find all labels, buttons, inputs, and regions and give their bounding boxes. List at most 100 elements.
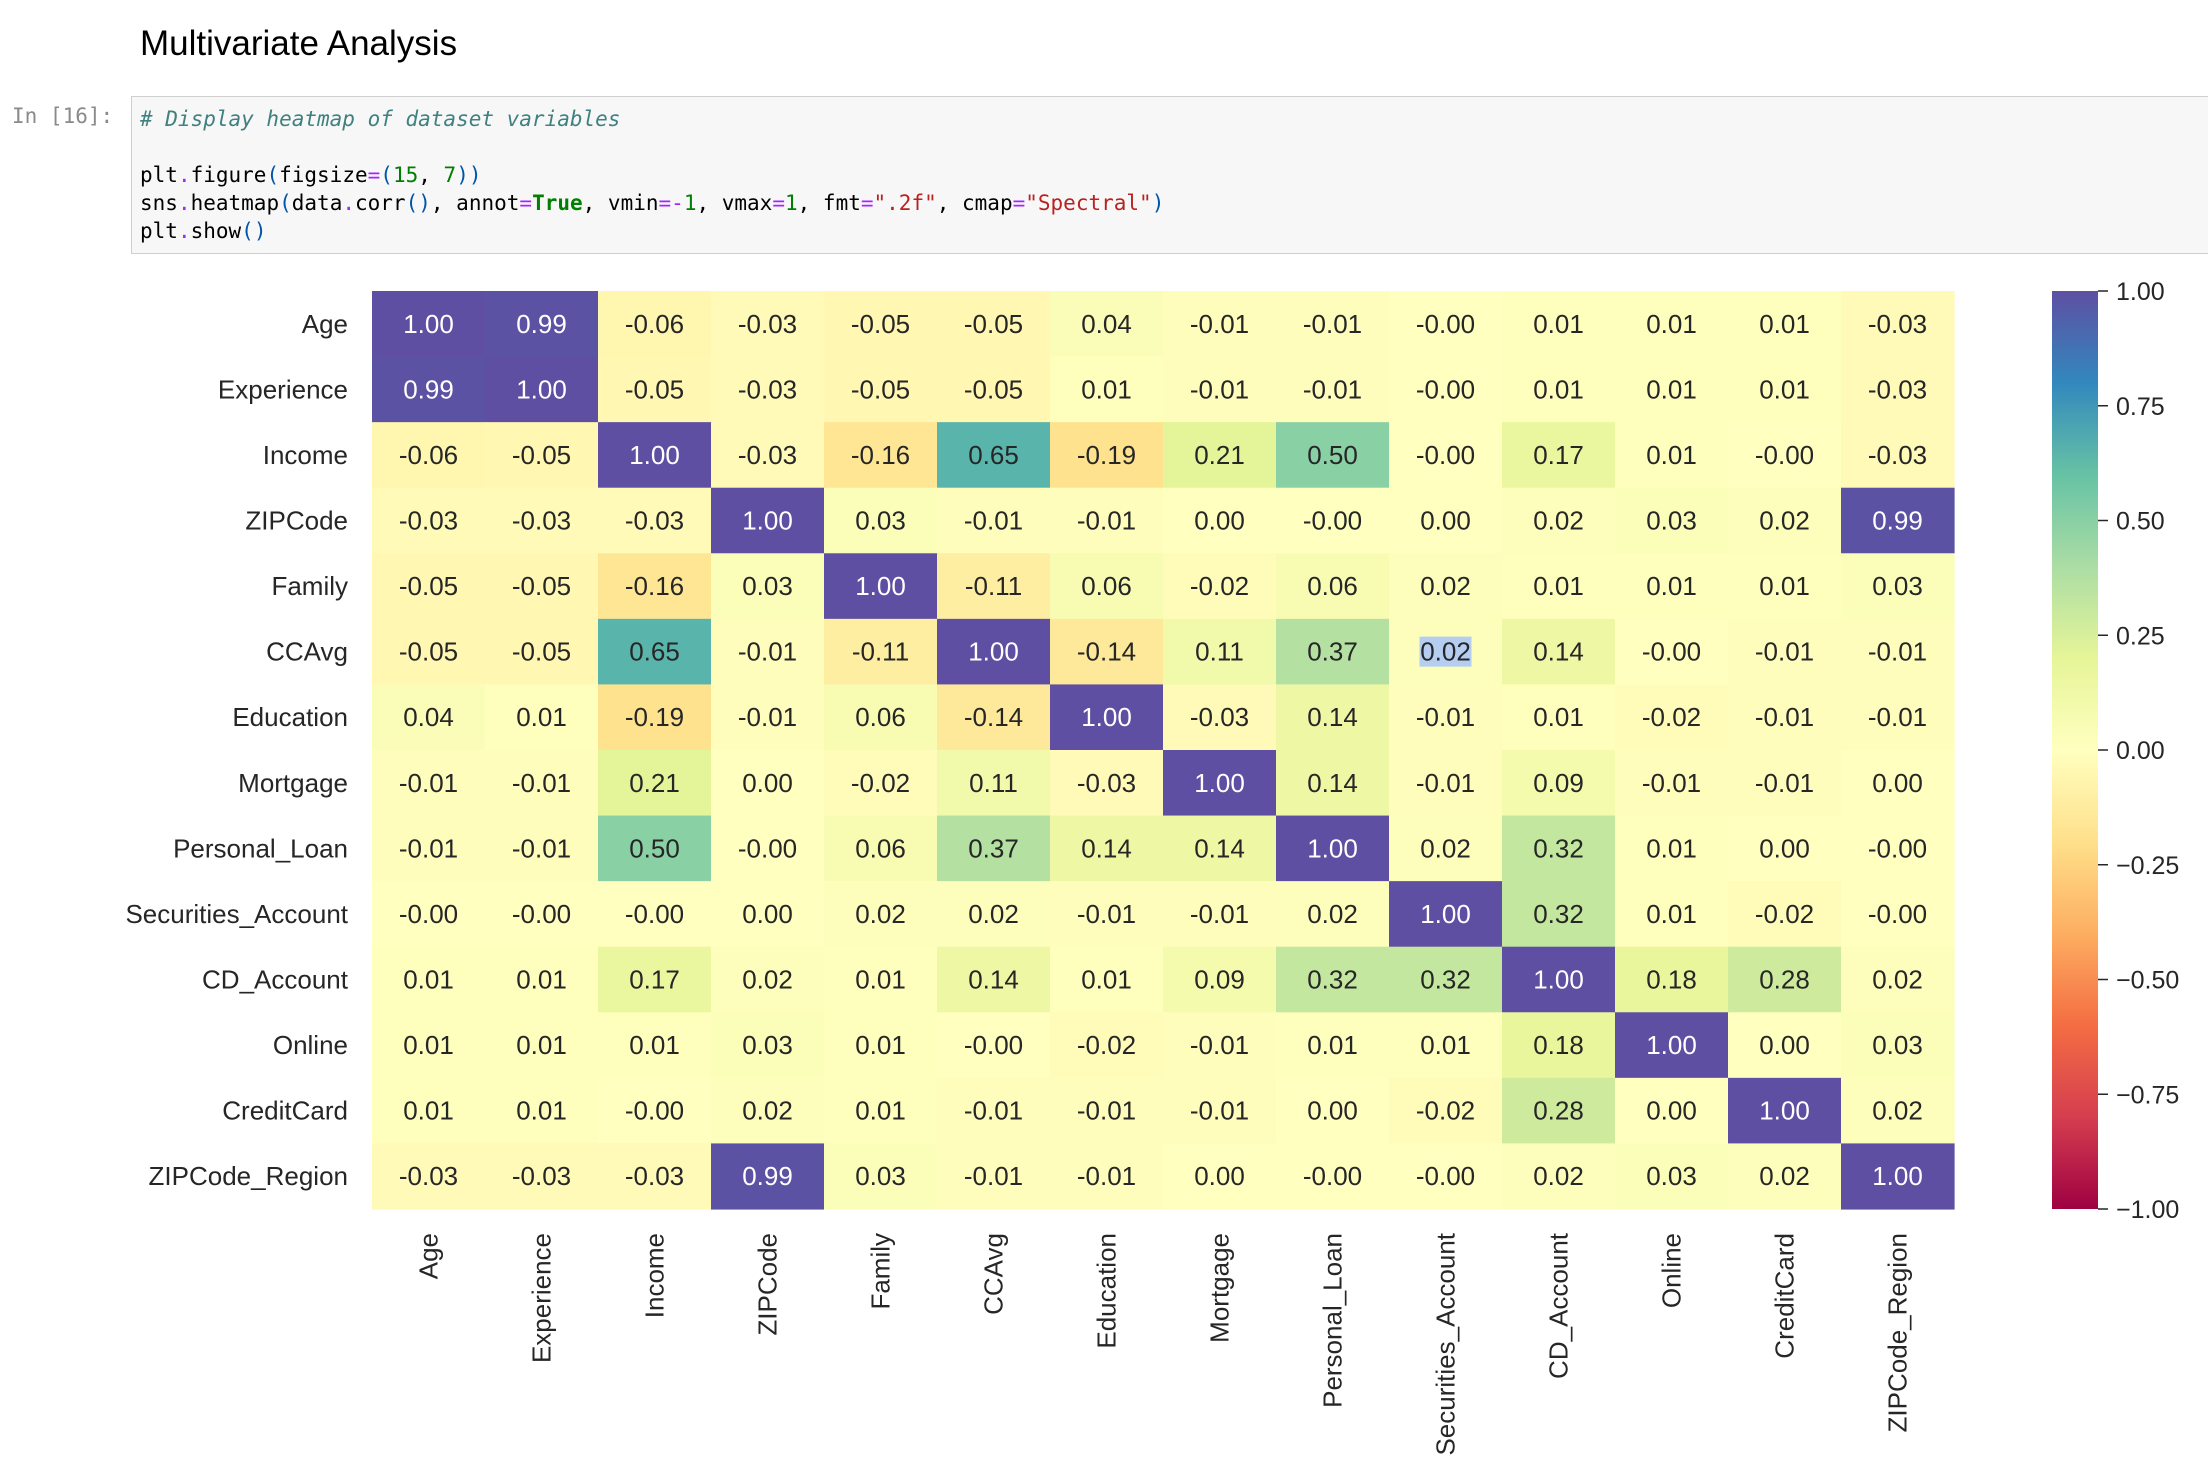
- heatmap-cell: [1502, 553, 1616, 620]
- heatmap-cell-annotation: 0.00: [1420, 505, 1471, 535]
- heatmap-cell: [598, 946, 712, 1013]
- heatmap-cell-annotation: 0.01: [1646, 440, 1697, 470]
- heatmap-cell-annotation: -0.00: [625, 899, 684, 929]
- heatmap-cell-annotation: 0.50: [1307, 440, 1358, 470]
- heatmap-cell-annotation: -0.06: [399, 440, 458, 470]
- row-label: Education: [232, 702, 348, 732]
- code-comment-line[interactable]: # Display heatmap of dataset variables: [140, 107, 621, 131]
- row-label: ZIPCode: [245, 505, 348, 535]
- heatmap-cell: [824, 1012, 938, 1079]
- heatmap-cell: [824, 618, 938, 686]
- heatmap-cell: [1615, 422, 1729, 489]
- heatmap-cell-annotation: 0.01: [1759, 571, 1810, 601]
- heatmap-cell-annotation: -0.03: [738, 374, 797, 404]
- heatmap-cell: [1050, 749, 1164, 817]
- heatmap-cell-annotation: -0.05: [964, 309, 1023, 339]
- heatmap-cell: [1276, 618, 1390, 686]
- heatmap-cell: [1841, 881, 1955, 948]
- heatmap-cells: 1.00 0.99 -0.06 -0.03 -0.05 -0.05 0.04 -0.01 -0.…: [372, 291, 1955, 1210]
- code-line-figure[interactable]: plt.figure(figsize=(15, 7)): [140, 163, 482, 187]
- heatmap-cell: [1841, 618, 1955, 686]
- heatmap-cell-annotation: 0.99: [403, 374, 454, 404]
- heatmap-cell-annotation: -0.03: [1190, 702, 1249, 732]
- heatmap-cell: [1276, 1143, 1390, 1210]
- heatmap-cell: [485, 1077, 599, 1145]
- heatmap-cell: [1615, 684, 1729, 751]
- column-label: CreditCard: [1770, 1233, 1800, 1359]
- heatmap-cell-annotation: -0.00: [1416, 309, 1475, 339]
- colorbar-tick-label: 0.75: [2116, 393, 2165, 421]
- heatmap-cell-annotation: -0.00: [625, 1096, 684, 1126]
- heatmap-cell: [1728, 815, 1842, 882]
- heatmap-cell: [1841, 291, 1955, 358]
- column-label: Family: [866, 1233, 896, 1310]
- heatmap-cell-annotation: 1.00: [516, 374, 567, 404]
- heatmap-cell: [824, 881, 938, 948]
- column-label: CCAvg: [979, 1233, 1009, 1315]
- heatmap-cell: [1163, 487, 1277, 554]
- heatmap-cell-annotation: -0.00: [1303, 505, 1362, 535]
- heatmap-cell: [372, 422, 486, 489]
- heatmap-cell-annotation: -0.00: [1868, 899, 1927, 929]
- heatmap-cell-annotation: 0.14: [968, 964, 1019, 994]
- heatmap-cell-annotation: -0.03: [625, 505, 684, 535]
- heatmap-cell-annotation: 0.37: [968, 833, 1019, 863]
- heatmap-cell: [937, 749, 1051, 817]
- heatmap-cell: [598, 749, 712, 817]
- heatmap-cell-annotation: -0.00: [1416, 374, 1475, 404]
- heatmap-cell-annotation: 0.11: [969, 768, 1018, 798]
- heatmap-cell: [937, 291, 1051, 358]
- row-label: Income: [263, 440, 348, 470]
- heatmap-cell: [711, 291, 825, 358]
- row-label: CCAvg: [266, 637, 348, 667]
- heatmap-cell-annotation: 0.02: [1307, 899, 1358, 929]
- heatmap-cell: [1276, 422, 1390, 489]
- heatmap-cell-annotation: 0.02: [742, 1096, 793, 1126]
- row-label: Mortgage: [238, 768, 348, 798]
- heatmap-cell-annotation: 0.01: [855, 1030, 906, 1060]
- heatmap-cell-annotation: 0.06: [855, 833, 906, 863]
- column-label: Experience: [527, 1233, 557, 1363]
- heatmap-cell: [1050, 1077, 1164, 1145]
- heatmap-cell: [1389, 749, 1503, 817]
- heatmap-cell-annotation[interactable]: 0.02: [1420, 637, 1471, 667]
- heatmap-cell-annotation: 0.06: [1307, 571, 1358, 601]
- heatmap-cell: [598, 684, 712, 751]
- heatmap-cell: [1163, 1143, 1277, 1210]
- heatmap-cell: [485, 1012, 599, 1079]
- heatmap-cell-annotation: 0.14: [1081, 833, 1132, 863]
- heatmap-cell-annotation: 1.00: [1646, 1030, 1697, 1060]
- heatmap-cell-annotation: -0.00: [1303, 1161, 1362, 1191]
- heatmap-cell-annotation: 0.99: [1872, 505, 1923, 535]
- heatmap-cell: [937, 356, 1051, 423]
- heatmap-cell-annotation: 0.28: [1533, 1096, 1584, 1126]
- heatmap-cell-annotation: 0.03: [1646, 505, 1697, 535]
- heatmap-cell-annotation: 1.00: [855, 571, 906, 601]
- heatmap-cell-annotation: -0.01: [1416, 768, 1475, 798]
- heatmap-cell: [485, 356, 599, 423]
- heatmap-cell-annotation: -0.14: [964, 702, 1023, 732]
- heatmap-cell-annotation: 0.02: [1533, 1161, 1584, 1191]
- heatmap-cell: [1615, 1012, 1729, 1079]
- heatmap-cell: [372, 553, 486, 620]
- code-line-heatmap[interactable]: sns.heatmap(data.corr(), annot=True, vmi…: [140, 191, 1165, 215]
- heatmap-cell: [598, 356, 712, 423]
- column-label: CD_Account: [1544, 1232, 1574, 1379]
- heatmap-cell: [824, 487, 938, 554]
- code-line-show[interactable]: plt.show(): [140, 219, 267, 243]
- heatmap-cell: [1502, 881, 1616, 948]
- heatmap-cell: [1728, 487, 1842, 554]
- heatmap-cell-annotation: -0.01: [1190, 1096, 1249, 1126]
- heatmap-cell: [1502, 1143, 1616, 1210]
- heatmap-cell-annotation: -0.00: [1868, 833, 1927, 863]
- heatmap-cell-annotation: -0.03: [512, 505, 571, 535]
- heatmap-column-labels: Age Experience Income ZIPCode Family CCAvg Edu…: [414, 1232, 1913, 1455]
- heatmap-cell-annotation: -0.01: [738, 702, 797, 732]
- heatmap-cell: [1050, 553, 1164, 620]
- heatmap-cell: [1728, 356, 1842, 423]
- heatmap-cell-annotation: -0.03: [1077, 768, 1136, 798]
- code-cell-editor[interactable]: # Display heatmap of dataset variables p…: [131, 96, 2208, 254]
- heatmap-cell-annotation: -0.19: [625, 702, 684, 732]
- heatmap-cell-annotation: 0.01: [1646, 899, 1697, 929]
- heatmap-cell: [1389, 422, 1503, 489]
